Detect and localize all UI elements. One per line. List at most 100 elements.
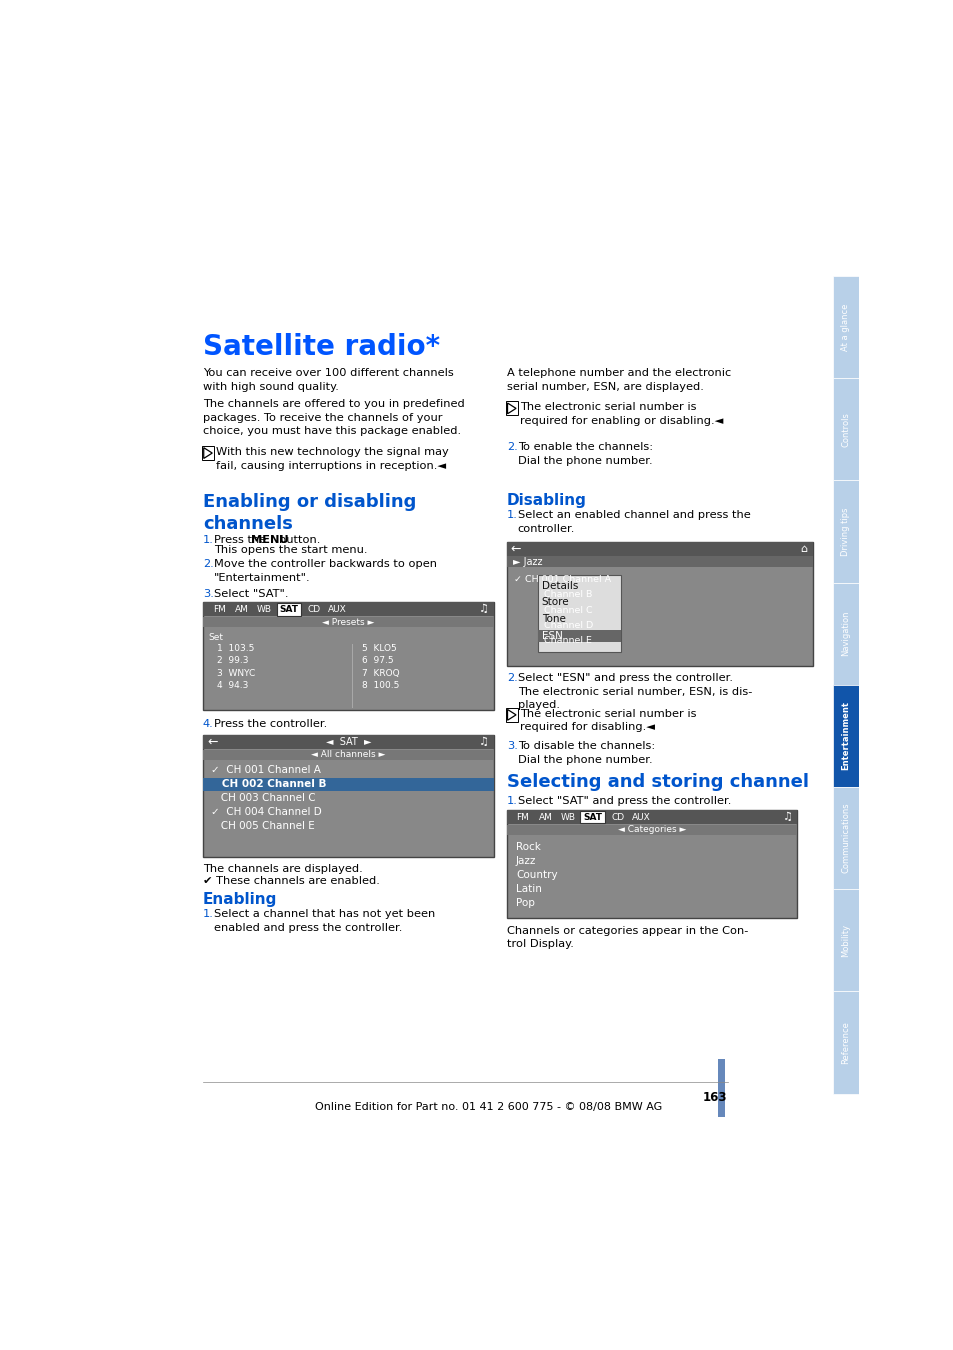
Text: 1.: 1. [506, 510, 517, 520]
Text: Tone: Tone [541, 614, 565, 625]
Text: AUX: AUX [327, 605, 346, 614]
Text: Details: Details [541, 580, 578, 590]
Text: Set: Set [208, 633, 223, 643]
Bar [203, 734, 493, 749]
Bar [203, 617, 493, 628]
Text: The electronic serial number is
required for enabling or disabling.◄: The electronic serial number is required… [519, 402, 722, 425]
Text: ✔ These channels are enabled.: ✔ These channels are enabled. [203, 876, 379, 886]
Text: 2  99.3: 2 99.3 [216, 656, 248, 666]
Text: 5  KLO5: 5 KLO5 [362, 644, 396, 653]
Text: WB: WB [559, 813, 575, 822]
Text: Latin: Latin [516, 884, 541, 894]
Text: 2.: 2. [203, 559, 213, 570]
Text: CH 002 Channel B: CH 002 Channel B [211, 779, 326, 790]
Text: Rock: Rock [516, 842, 540, 852]
Text: You can receive over 100 different channels
with high sound quality.: You can receive over 100 different chann… [203, 369, 454, 391]
Text: Press the controller.: Press the controller. [213, 720, 327, 729]
Bar [505, 707, 517, 722]
Bar [579, 811, 604, 824]
Text: AUX: AUX [631, 813, 650, 822]
Text: ♫: ♫ [478, 605, 489, 614]
Text: To enable the channels:
Dial the phone number.: To enable the channels: Dial the phone n… [517, 443, 652, 466]
Text: ◄ Presets ►: ◄ Presets ► [322, 617, 375, 626]
Text: Controls: Controls [841, 412, 849, 447]
Bar [506, 825, 797, 836]
Text: CH 005 Channel E: CH 005 Channel E [211, 821, 314, 830]
Bar [203, 778, 493, 791]
Text: Navigation: Navigation [841, 612, 849, 656]
Text: ◄  SAT  ►: ◄ SAT ► [325, 737, 371, 747]
Text: Enabling or disabling
channels: Enabling or disabling channels [203, 493, 416, 533]
Text: Select "SAT" and press the controller.: Select "SAT" and press the controller. [517, 796, 730, 806]
Text: Communications: Communications [841, 803, 849, 873]
Text: AM: AM [234, 605, 249, 614]
Text: Entertainment: Entertainment [841, 702, 849, 771]
Bar [276, 603, 301, 616]
Text: SAT: SAT [582, 813, 601, 822]
Text: Mobility: Mobility [841, 923, 849, 957]
Text: Disabling: Disabling [506, 493, 586, 508]
Text: The channels are offered to you in predefined
packages. To receive the channels : The channels are offered to you in prede… [203, 400, 464, 436]
Bar [832, 481, 858, 583]
Text: Channels or categories appear in the Con-
trol Display.: Channels or categories appear in the Con… [506, 926, 747, 949]
Text: The electronic serial number is
required for disabling.◄: The electronic serial number is required… [519, 709, 696, 732]
Text: ⌂: ⌂ [800, 544, 806, 555]
Bar [832, 583, 858, 684]
Bar [832, 991, 858, 1094]
Text: 1.: 1. [506, 796, 517, 806]
Text: MENU: MENU [251, 535, 289, 544]
Text: Selecting and storing channel: Selecting and storing channel [506, 774, 808, 791]
Bar [203, 734, 493, 856]
Text: SAT: SAT [279, 605, 298, 614]
Text: Driving tips: Driving tips [841, 508, 849, 556]
Text: 4  94.3: 4 94.3 [216, 682, 248, 690]
Text: ♫: ♫ [478, 737, 489, 747]
Bar [506, 810, 797, 825]
Text: 3  WNYC: 3 WNYC [216, 668, 254, 678]
Text: The channels are displayed.: The channels are displayed. [203, 864, 362, 875]
Text: ←: ← [207, 736, 217, 748]
Text: Jazz: Jazz [516, 856, 536, 867]
Bar [203, 602, 493, 617]
Text: 3.: 3. [506, 741, 517, 751]
Text: Satellite radio*: Satellite radio* [203, 333, 439, 360]
Bar [832, 890, 858, 991]
Bar [832, 378, 858, 481]
Text: Select "ESN" and press the controller.
The electronic serial number, ESN, is dis: Select "ESN" and press the controller. T… [517, 674, 751, 710]
Bar [202, 446, 213, 460]
Text: Select "SAT".: Select "SAT". [213, 589, 288, 598]
Text: 1.: 1. [203, 535, 213, 544]
Bar [718, 1058, 724, 1116]
Text: ESN: ESN [541, 632, 562, 641]
Bar [506, 556, 812, 567]
Text: AM: AM [538, 813, 552, 822]
Text: 8  100.5: 8 100.5 [362, 682, 399, 690]
Text: Enabling: Enabling [203, 892, 277, 907]
Text: ◄ All channels ►: ◄ All channels ► [311, 751, 385, 759]
Text: 4.: 4. [203, 720, 213, 729]
Text: Channel C: Channel C [514, 606, 593, 614]
Text: Channel B: Channel B [514, 590, 592, 599]
Text: Country: Country [516, 869, 558, 880]
Bar [832, 787, 858, 890]
Bar [505, 401, 517, 416]
Text: Press the: Press the [213, 535, 270, 544]
Text: 163: 163 [702, 1091, 727, 1104]
Text: Channel D: Channel D [514, 621, 593, 630]
Bar [832, 684, 858, 787]
Bar [203, 602, 493, 710]
Text: FM: FM [516, 813, 529, 822]
Text: Select a channel that has not yet been
enabled and press the controller.: Select a channel that has not yet been e… [213, 909, 435, 933]
Text: At a glance: At a glance [841, 304, 849, 351]
Text: Move the controller backwards to open
"Entertainment".: Move the controller backwards to open "E… [213, 559, 436, 583]
Text: 1.: 1. [203, 909, 213, 919]
Text: 2.: 2. [506, 674, 517, 683]
Text: ► Jazz: ► Jazz [513, 556, 542, 567]
Bar [203, 749, 493, 760]
Text: button.: button. [278, 535, 320, 544]
Text: FM: FM [213, 605, 226, 614]
Text: Select an enabled channel and press the
controller.: Select an enabled channel and press the … [517, 510, 750, 533]
Text: Channel E: Channel E [514, 636, 592, 645]
Text: ♫: ♫ [782, 813, 792, 822]
Text: CD: CD [307, 605, 320, 614]
